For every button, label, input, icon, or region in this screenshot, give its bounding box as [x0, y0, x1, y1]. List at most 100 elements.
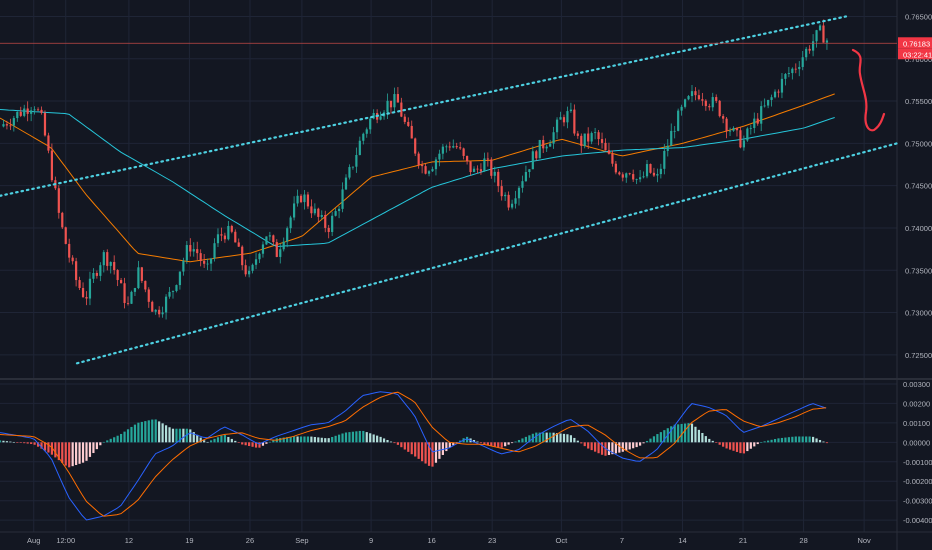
macd-histogram-bar — [818, 439, 822, 443]
macd-histogram-bar — [587, 442, 590, 449]
macd-histogram-bar — [36, 442, 40, 447]
candle-body — [632, 174, 635, 180]
candle-body — [109, 262, 112, 266]
candle-body — [36, 109, 40, 111]
channel-upper-line[interactable] — [0, 15, 848, 197]
candle-body — [694, 91, 697, 96]
candle-body — [379, 116, 382, 120]
macd-histogram-bar — [746, 442, 749, 452]
macd-histogram-bar — [524, 436, 528, 443]
candle-body — [414, 138, 417, 154]
macd-histogram-bar — [40, 442, 43, 449]
candle-body — [431, 169, 434, 172]
macd-histogram-bar — [822, 441, 825, 443]
macd-histogram-bar — [663, 430, 666, 443]
candle-body — [310, 206, 313, 214]
macd-histogram-bar — [23, 442, 26, 444]
annotation-arrow[interactable] — [851, 48, 886, 132]
moving-average-fast-line[interactable] — [0, 93, 835, 263]
macd-histogram-bar — [64, 442, 67, 466]
candle-body — [801, 57, 804, 67]
macd-histogram-bar — [206, 441, 209, 443]
macd-histogram-bar — [656, 434, 659, 443]
candle-body — [448, 146, 451, 148]
macd-histogram-bar — [638, 442, 642, 446]
candle-body — [147, 289, 150, 302]
macd-histogram-bar — [303, 436, 306, 443]
time-axis-tick-label: Nov — [857, 536, 871, 545]
candle-body — [514, 198, 517, 204]
macd-histogram-bar — [465, 436, 469, 443]
macd-histogram-bar — [296, 436, 299, 443]
candle-body — [811, 41, 815, 51]
macd-histogram-bar — [725, 442, 728, 449]
candle-body — [791, 68, 794, 74]
candle-body — [739, 130, 742, 148]
candle-body — [130, 291, 133, 304]
candle-body — [12, 118, 15, 126]
macd-histogram-bar — [600, 442, 604, 455]
candle-body — [725, 118, 728, 132]
moving-average-slow-line[interactable] — [0, 109, 835, 248]
macd-histogram-bar — [61, 442, 64, 463]
candle-body — [33, 109, 36, 111]
candle-body — [659, 168, 662, 175]
macd-histogram-bar — [552, 432, 555, 443]
price-axis-tick-label: 0.73000 — [905, 309, 932, 318]
channel-lower-line[interactable] — [75, 142, 899, 365]
candle-body — [497, 171, 500, 187]
macd-histogram-bar — [102, 441, 105, 443]
macd-histogram-bar — [213, 438, 216, 443]
candle-body — [178, 271, 182, 286]
macd-histogram-bar — [805, 436, 808, 443]
time-axis-tick-label: 7 — [620, 536, 624, 545]
time-axis-tick-label: Oct — [556, 536, 569, 545]
candle-body — [479, 169, 483, 172]
macd-histogram-bar — [421, 442, 424, 462]
macd-histogram-bar — [113, 437, 116, 443]
candle-body — [123, 283, 126, 304]
macd-histogram-bar — [19, 442, 22, 443]
candle-body — [64, 227, 67, 244]
candle-body — [521, 181, 524, 188]
signal-line[interactable] — [0, 391, 827, 517]
countdown-label-bg — [898, 48, 932, 60]
macd-histogram-bar — [227, 436, 230, 443]
macd-histogram-bar — [673, 424, 676, 443]
macd-axis-tick-label: -0.00100 — [903, 458, 932, 467]
macd-histogram-bar — [414, 442, 417, 457]
candle-body — [486, 158, 489, 160]
annotation-red-arrow-path[interactable] — [851, 48, 886, 132]
candle-body — [5, 124, 9, 126]
macd-histogram-bar — [43, 442, 47, 451]
candle-body — [677, 110, 680, 131]
macd-histogram-bar — [372, 434, 375, 443]
macd-histogram-bar — [57, 442, 60, 461]
macd-histogram-bar — [735, 442, 739, 452]
candle-body — [220, 234, 223, 236]
macd-histogram-bar — [334, 435, 337, 443]
macd-histogram-bar — [576, 440, 579, 443]
time-axis-tick-label: 9 — [369, 536, 373, 545]
macd-histogram-bar — [787, 437, 790, 443]
candle-body — [663, 150, 666, 169]
macd-histogram-bar — [632, 442, 635, 449]
macd-histogram-bar — [680, 423, 683, 443]
candle-body — [196, 249, 199, 254]
macd-histogram-bar — [594, 442, 597, 452]
candle-body — [171, 291, 175, 292]
price-axis-tick-label: 0.75500 — [905, 97, 932, 106]
macd-histogram-bar — [292, 436, 296, 443]
candle-body — [628, 173, 631, 175]
channel-lines[interactable] — [0, 15, 899, 365]
macd-histogram-bar — [580, 442, 583, 444]
macd-histogram-bar — [701, 432, 704, 443]
candle-body — [279, 249, 282, 257]
candle-body — [40, 109, 43, 113]
price-axis-tick-label: 0.74500 — [905, 182, 932, 191]
candle-body — [23, 108, 26, 116]
macd-histogram-bar — [389, 441, 393, 443]
macd-line[interactable] — [0, 391, 827, 521]
candle-body — [292, 203, 296, 218]
